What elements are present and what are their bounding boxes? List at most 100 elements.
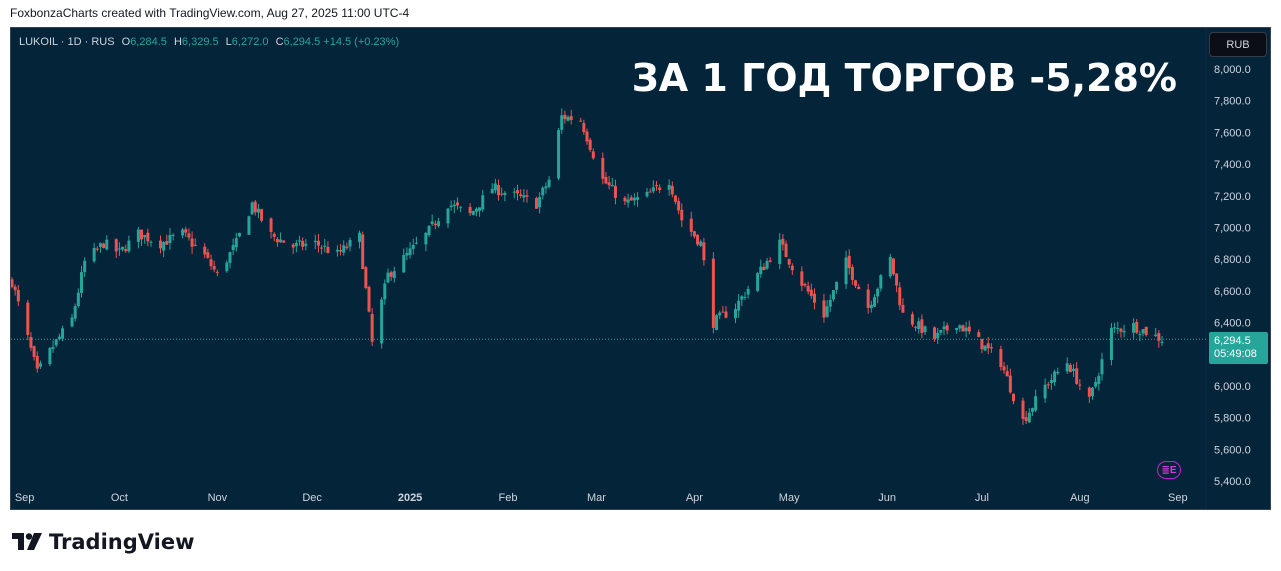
candle-body <box>512 191 516 193</box>
candle-body <box>316 240 320 246</box>
low-value: 6,272.0 <box>231 36 269 48</box>
x-tick-label: Aug <box>1070 492 1090 504</box>
candle-body <box>964 327 968 332</box>
candle-body <box>724 311 728 318</box>
candle-body <box>1049 380 1053 384</box>
candle-body <box>1034 396 1038 411</box>
candle-body <box>1160 341 1164 343</box>
candle-body <box>844 257 848 285</box>
candle-body <box>168 234 172 243</box>
candle-body <box>790 265 794 271</box>
candle-body <box>579 120 583 122</box>
candle-body <box>386 272 390 283</box>
candle-body <box>873 297 876 307</box>
candle-body <box>345 246 349 249</box>
candle-body <box>718 312 722 316</box>
candle-body <box>613 185 617 198</box>
candle-body <box>588 139 592 150</box>
candle-body <box>879 275 883 289</box>
candle-body <box>999 349 1003 367</box>
candle-body <box>146 232 150 242</box>
candle-body <box>26 302 30 335</box>
candle-body <box>1109 327 1113 361</box>
candle-body <box>1072 368 1076 371</box>
candle-body <box>986 343 990 349</box>
candle-body <box>1053 371 1057 383</box>
candle-body <box>1113 327 1117 329</box>
candle-body <box>411 245 415 249</box>
candle-body <box>380 299 384 344</box>
candle-body <box>743 296 747 298</box>
candle-body <box>914 326 918 328</box>
candle-body <box>215 271 219 273</box>
candle-body <box>449 205 453 208</box>
candle-body <box>212 266 216 270</box>
candle-body <box>392 271 396 279</box>
candle-body <box>787 259 791 265</box>
candle-body <box>1027 412 1031 423</box>
candle-body <box>632 197 636 201</box>
candle-body <box>301 240 305 247</box>
candle-body <box>591 151 595 159</box>
candle-body <box>525 195 529 197</box>
candle-body <box>1078 384 1082 386</box>
candle-body <box>471 210 475 215</box>
candle-body <box>1090 387 1094 397</box>
candle-body <box>515 190 519 194</box>
candle-body <box>29 336 33 348</box>
candle-body <box>455 202 459 206</box>
currency-button[interactable]: RUB <box>1209 32 1267 57</box>
candle-body <box>534 198 538 209</box>
y-tick-label: 7,400.0 <box>1214 159 1251 171</box>
candle-body <box>876 288 880 297</box>
candle-body <box>193 244 197 246</box>
candle-body <box>237 232 241 237</box>
earnings-E-icon[interactable]: ≣E <box>1157 461 1181 479</box>
candle-body <box>942 326 946 330</box>
price-chart[interactable]: 8,000.0 7,800.0 7,600.0 7,400.0 7,200.0 7,000… <box>11 28 1271 510</box>
candle-body <box>762 266 766 271</box>
candle-body <box>645 191 649 197</box>
candle-body <box>636 197 640 200</box>
candle-body <box>1075 368 1079 384</box>
candle-body <box>648 191 652 193</box>
candle-body <box>746 288 750 295</box>
candle-body <box>737 300 741 311</box>
candle-body <box>48 347 52 365</box>
candle-body <box>427 225 431 236</box>
candle-body <box>76 292 80 307</box>
candle-body <box>733 309 737 319</box>
candle-body <box>835 281 839 290</box>
candle-body <box>812 293 816 303</box>
candle-body <box>452 204 456 207</box>
candle-body <box>335 249 339 252</box>
last-price-tag: 6,294.5 05:49:08 <box>1209 332 1268 364</box>
candle-body <box>895 273 899 286</box>
candle-body <box>1012 393 1016 402</box>
candle-body <box>939 329 943 333</box>
candle-body <box>569 116 573 120</box>
candle-body <box>57 336 61 340</box>
candle-body <box>566 116 570 121</box>
candle-body <box>358 232 362 242</box>
candle-body <box>651 187 655 192</box>
chart-frame[interactable]: 8,000.0 7,800.0 7,600.0 7,400.0 7,200.0 7,000… <box>10 27 1271 510</box>
candle-body <box>225 262 229 272</box>
tradingview-logo[interactable]: TradingView <box>12 530 194 554</box>
last-price-value: 6,294.5 <box>1214 335 1251 347</box>
x-tick-label: Jul <box>975 492 989 504</box>
candle-body <box>740 296 744 300</box>
candle-body <box>869 304 873 309</box>
candle-body <box>1097 375 1101 384</box>
candle-body <box>585 131 589 142</box>
symbol-label[interactable]: LUKOIL · 1D · RUS <box>19 36 115 48</box>
candle-body <box>696 234 700 245</box>
candle-body <box>190 238 194 247</box>
candle-body <box>607 182 611 186</box>
candle-body <box>500 193 504 195</box>
bar-countdown: 05:49:08 <box>1214 348 1257 360</box>
candle-body <box>803 284 807 286</box>
candle-body <box>269 218 273 232</box>
candle-body <box>92 247 96 262</box>
candle-body <box>342 245 346 253</box>
